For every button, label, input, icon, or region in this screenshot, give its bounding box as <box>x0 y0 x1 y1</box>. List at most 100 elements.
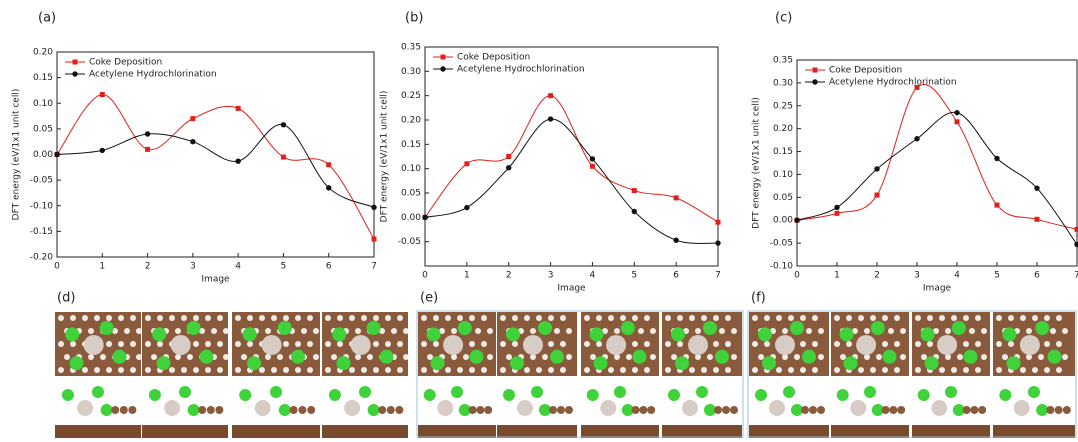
point <box>590 164 595 169</box>
lattice-hole <box>1062 354 1068 360</box>
lattice-hole <box>1020 367 1026 373</box>
lattice-hole <box>858 367 864 373</box>
atom <box>1002 327 1016 341</box>
lattice-hole <box>283 315 289 321</box>
x-tick-label: 0 <box>422 271 428 281</box>
lattice-hole <box>818 328 824 334</box>
atom <box>200 350 214 364</box>
structure-side <box>142 425 228 438</box>
atom <box>270 386 282 398</box>
lattice-hole <box>500 315 506 321</box>
atom <box>298 406 306 414</box>
series-line <box>797 112 1077 244</box>
structure-side <box>232 425 320 438</box>
lattice-hole <box>367 354 373 360</box>
lattice-hole <box>650 354 656 360</box>
lattice-hole <box>481 367 487 373</box>
atom <box>198 406 206 414</box>
lattice-hole <box>445 315 451 321</box>
point <box>326 162 331 167</box>
atom <box>970 406 978 414</box>
lattice-hole <box>385 367 391 373</box>
lattice-hole <box>894 341 900 347</box>
lattice-hole <box>665 367 671 373</box>
lattice-hole <box>187 354 193 360</box>
series-line <box>425 119 718 243</box>
lattice-hole <box>271 315 277 321</box>
atom <box>755 389 767 401</box>
atom <box>730 406 738 414</box>
point <box>875 193 880 198</box>
lattice-hole <box>487 328 493 334</box>
lattice-hole <box>295 315 301 321</box>
lattice-hole <box>1044 341 1050 347</box>
atom <box>633 350 647 364</box>
lattice-hole <box>118 315 124 321</box>
lattice-hole <box>963 367 969 373</box>
atom <box>1048 350 1062 364</box>
lattice-hole <box>900 328 906 334</box>
lattice-hole <box>548 315 554 321</box>
lattice-hole <box>355 328 361 334</box>
series-line <box>425 96 718 223</box>
atom <box>889 406 897 414</box>
x-axis-label: Image <box>557 284 586 294</box>
atom <box>557 406 565 414</box>
lattice-hole <box>88 328 94 334</box>
lattice-hole <box>349 367 355 373</box>
atom <box>850 400 866 416</box>
lattice-hole <box>70 341 76 347</box>
point <box>954 110 959 115</box>
lattice-hole <box>560 341 566 347</box>
lattice-hole <box>864 328 870 334</box>
atom <box>247 356 261 370</box>
lattice-hole <box>481 315 487 321</box>
y-tick-label: 0.00 <box>773 216 793 226</box>
lattice-hole <box>295 341 301 347</box>
lattice-hole <box>632 367 638 373</box>
lattice-hole <box>665 315 671 321</box>
lattice-hole <box>888 328 894 334</box>
lattice-hole <box>894 367 900 373</box>
point <box>506 165 511 170</box>
atom <box>675 356 689 370</box>
structure-side <box>912 425 990 438</box>
x-tick-label: 6 <box>326 262 332 272</box>
lattice-hole <box>247 315 253 321</box>
plot-frame <box>797 60 1077 266</box>
lattice-hole <box>725 341 731 347</box>
lattice-hole <box>776 367 782 373</box>
lattice-hole <box>677 315 683 321</box>
lattice-hole <box>536 367 542 373</box>
lattice-hole <box>58 367 64 373</box>
y-tick-label: 0.20 <box>33 48 53 58</box>
lattice-hole <box>223 328 229 334</box>
point <box>1075 227 1078 232</box>
y-tick-label: 0.00 <box>401 213 421 223</box>
lattice-hole <box>1050 328 1056 334</box>
atom <box>395 406 403 414</box>
lattice-hole <box>689 315 695 321</box>
lattice-hole <box>689 367 695 373</box>
point <box>716 220 721 225</box>
atom <box>809 406 817 414</box>
lattice-hole <box>1056 367 1062 373</box>
point <box>464 161 469 166</box>
lattice-hole <box>313 328 319 334</box>
atom <box>62 389 74 401</box>
lattice-hole <box>644 315 650 321</box>
lattice-hole <box>373 315 379 321</box>
atom <box>157 356 171 370</box>
y-tick-label: -0.10 <box>770 262 794 272</box>
lattice-hole <box>975 367 981 373</box>
atom <box>431 356 445 370</box>
x-tick-label: 2 <box>145 262 151 272</box>
lattice-hole <box>608 367 614 373</box>
point <box>54 152 59 157</box>
lattice-hole <box>800 367 806 373</box>
atom <box>671 327 685 341</box>
atom <box>864 386 876 398</box>
y-tick-label: 0.20 <box>401 116 421 126</box>
lattice-hole <box>915 315 921 321</box>
atom <box>451 386 463 398</box>
